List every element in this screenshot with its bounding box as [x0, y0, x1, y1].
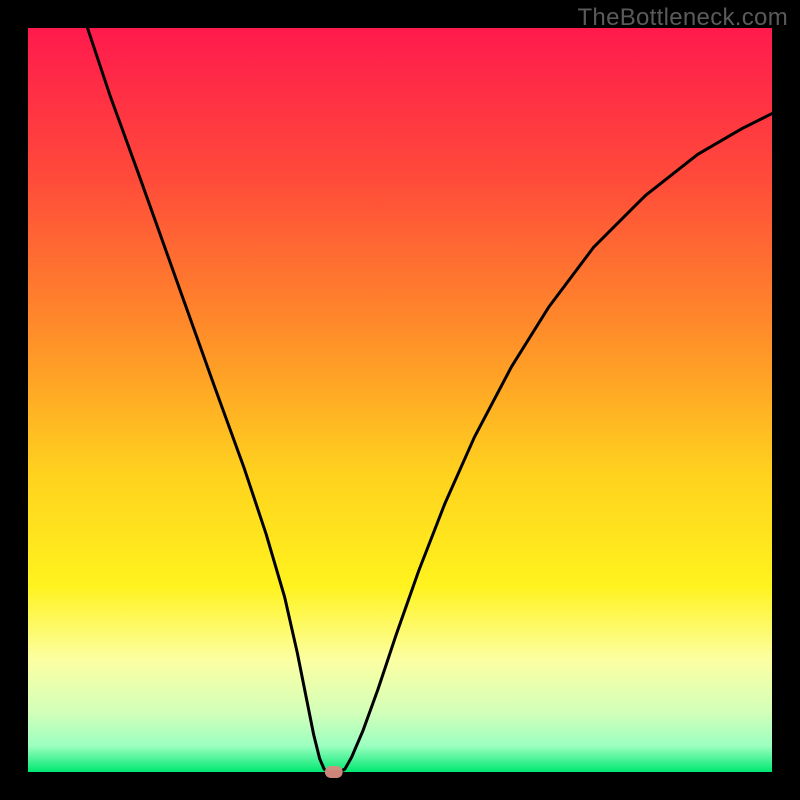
- plot-background: [28, 28, 772, 772]
- figure-container: TheBottleneck.com: [0, 0, 800, 800]
- optimal-point-marker: [325, 766, 343, 778]
- bottleneck-chart: [0, 0, 800, 800]
